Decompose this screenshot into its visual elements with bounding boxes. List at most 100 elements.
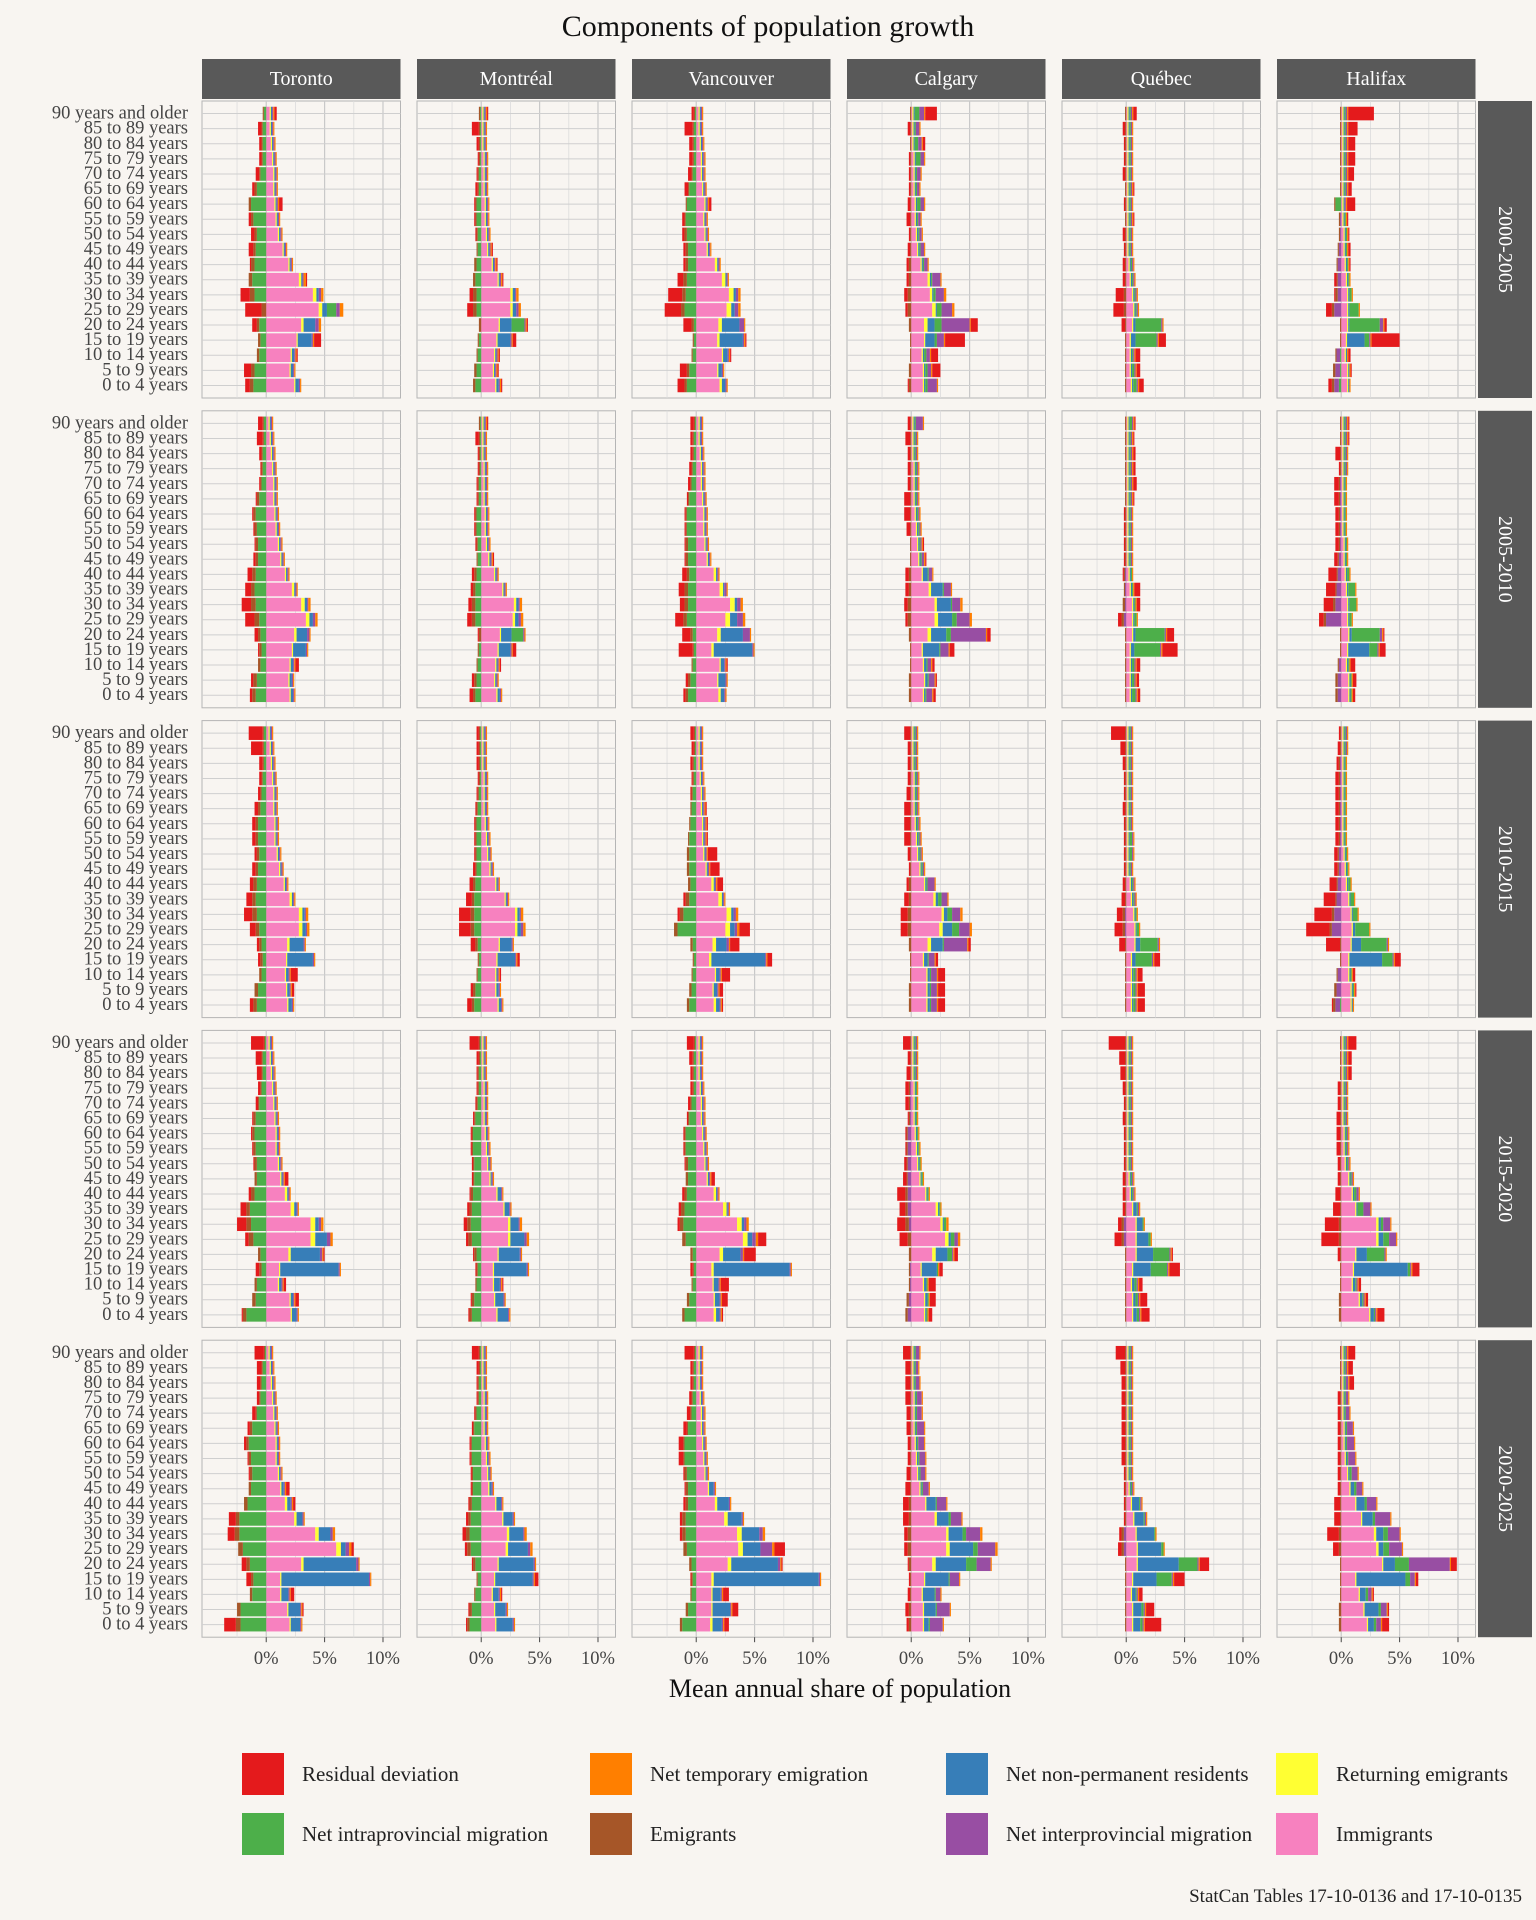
panel-vancouver-2015-2020 — [631, 1029, 831, 1328]
bar-ret-25-to-29-years — [298, 922, 303, 937]
bar-intra-30-to-34-years — [476, 288, 482, 302]
bar-npr-85-to-89-years — [483, 431, 485, 446]
bar-resid-25-to-29-years — [758, 1232, 767, 1247]
bar-emig-90-years-and-older — [262, 416, 264, 431]
bar-imm-10-to-14-years — [911, 348, 922, 363]
bar-inter-15-to-19-years — [510, 333, 512, 347]
bar-ret-70-to-74-years — [700, 1096, 703, 1111]
bar-imm-45-to-49-years — [481, 862, 490, 876]
bar-ret-20-to-24-years — [924, 318, 928, 332]
bar-intra-40-to-44-years — [927, 567, 929, 582]
bar-resid-85-to-89-years — [1348, 431, 1350, 446]
bar-imm-0-to-4-years — [266, 378, 295, 393]
bar-npr-15-to-19-years — [495, 1572, 533, 1587]
bar-resid-5-to-9-years — [685, 673, 689, 687]
bar-emig-80-to-84-years — [1125, 1066, 1127, 1080]
bar-ret-80-to-84-years — [699, 136, 701, 151]
bar-ret-35-to-39-years — [928, 582, 932, 597]
bar-resid-85-to-89-years — [258, 121, 262, 136]
bar-inter-55-to-59-years — [1347, 1141, 1349, 1156]
bar-inter-50-to-54-years — [907, 1156, 912, 1171]
bar-resid-90-years-and-older — [904, 726, 911, 740]
bar-emig-60-to-64-years — [475, 197, 477, 211]
bar-intra-20-to-24-years — [947, 1247, 953, 1262]
bar-tmp-80-to-84-years — [485, 446, 488, 461]
bar-resid-70-to-74-years — [476, 167, 478, 181]
bar-emig-0-to-4-years — [679, 1617, 683, 1632]
bar-resid-10-to-14-years — [938, 968, 946, 982]
bar-resid-75-to-79-years — [905, 1391, 911, 1405]
bar-ret-45-to-49-years — [1344, 862, 1346, 876]
bar-intra-50-to-54-years — [919, 1466, 921, 1481]
bar-emig-25-to-29-years — [1329, 922, 1332, 937]
bar-ret-90-years-and-older — [912, 106, 914, 121]
bar-ret-45-to-49-years — [488, 1481, 490, 1496]
bar-emig-60-to-64-years — [910, 816, 912, 831]
bar-imm-80-to-84-years — [1126, 136, 1128, 151]
bar-intra-5-to-9-years — [474, 1292, 482, 1307]
bar-tmp-35-to-39-years — [950, 582, 953, 597]
bar-npr-25-to-29-years — [512, 303, 517, 317]
bar-resid-65-to-69-years — [254, 801, 259, 816]
bar-npr-85-to-89-years — [1128, 121, 1130, 136]
bar-npr-75-to-79-years — [700, 771, 703, 786]
bar-ret-5-to-9-years — [494, 673, 496, 687]
bar-ret-50-to-54-years — [704, 1156, 706, 1171]
bar-emig-60-to-64-years — [910, 197, 912, 211]
bar-emig-70-to-74-years — [1125, 786, 1127, 801]
bar-emig-20-to-24-years — [908, 1557, 912, 1572]
bar-imm-90-years-and-older — [696, 1036, 699, 1050]
bar-resid-10-to-14-years — [499, 968, 502, 982]
bar-resid-5-to-9-years — [935, 673, 937, 687]
bar-ret-15-to-19-years — [286, 952, 288, 967]
bar-ret-60-to-64-years — [1342, 507, 1344, 521]
bar-ret-85-to-89-years — [1342, 121, 1344, 136]
bar-ret-75-to-79-years — [1342, 152, 1344, 166]
bar-npr-85-to-89-years — [699, 1361, 701, 1375]
bar-inter-40-to-44-years — [290, 1497, 292, 1511]
bar-resid-90-years-and-older — [925, 106, 937, 121]
bar-intra-45-to-49-years — [1347, 862, 1349, 876]
bar-emig-65-to-69-years — [258, 801, 261, 816]
bar-tmp-25-to-29-years — [1139, 922, 1141, 937]
bar-imm-50-to-54-years — [1126, 1156, 1128, 1171]
bar-ret-25-to-29-years — [310, 1232, 316, 1247]
bar-intra-70-to-74-years — [476, 1406, 482, 1420]
bar-tmp-40-to-44-years — [718, 1187, 720, 1201]
bar-resid-60-to-64-years — [251, 1126, 253, 1141]
bar-npr-50-to-54-years — [1128, 537, 1130, 551]
bar-ret-65-to-69-years — [700, 801, 703, 816]
bar-imm-75-to-79-years — [911, 461, 914, 476]
bar-inter-65-to-69-years — [1345, 1111, 1348, 1126]
bar-tmp-15-to-19-years — [744, 333, 746, 347]
bar-resid-90-years-and-older — [487, 416, 489, 431]
bar-ret-60-to-64-years — [275, 1436, 277, 1451]
bar-emig-80-to-84-years — [477, 1066, 479, 1080]
bar-npr-80-to-84-years — [1343, 446, 1345, 461]
bar-emig-0-to-4-years — [242, 1308, 247, 1322]
bar-npr-60-to-64-years — [915, 1436, 918, 1451]
bar-ret-55-to-59-years — [702, 832, 704, 846]
bar-tmp-90-years-and-older — [273, 106, 275, 121]
bar-emig-75-to-79-years — [1340, 1081, 1342, 1096]
bar-tmp-80-to-84-years — [274, 1066, 276, 1080]
bar-ret-75-to-79-years — [1342, 1081, 1344, 1096]
bar-npr-5-to-9-years — [924, 363, 926, 378]
bar-resid-20-to-24-years — [477, 628, 479, 642]
bar-intra-70-to-74-years — [691, 476, 697, 491]
bar-imm-10-to-14-years — [266, 968, 285, 982]
bar-npr-40-to-44-years — [495, 567, 497, 582]
bar-resid-55-to-59-years — [905, 1141, 907, 1156]
bar-npr-35-to-39-years — [936, 1512, 949, 1526]
bar-resid-90-years-and-older — [690, 416, 694, 431]
bar-npr-65-to-69-years — [484, 492, 486, 506]
bar-ret-65-to-69-years — [483, 492, 485, 506]
bar-resid-35-to-39-years — [1134, 582, 1141, 597]
bar-emig-25-to-29-years — [683, 612, 687, 627]
bar-imm-35-to-39-years — [1341, 582, 1346, 597]
bar-resid-70-to-74-years — [905, 1096, 909, 1111]
bar-inter-40-to-44-years — [287, 567, 289, 582]
bar-resid-55-to-59-years — [252, 1141, 254, 1156]
bar-intra-55-to-59-years — [473, 1141, 482, 1156]
bar-emig-30-to-34-years — [679, 907, 684, 922]
